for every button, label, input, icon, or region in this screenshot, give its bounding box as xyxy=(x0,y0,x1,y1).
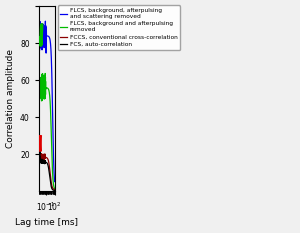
X-axis label: Lag time [ms]: Lag time [ms] xyxy=(15,219,78,227)
FCS, auto-correlation xyxy=(37,123,41,126)
FCS, auto-correlation xyxy=(40,161,43,164)
FLCS, background and afterpulsing
removed xyxy=(42,93,46,95)
Legend: FLCS, background, afterpulsing
and scattering removed, FLCS, background and afte: FLCS, background, afterpulsing and scatt… xyxy=(58,5,180,50)
FLCS, background, afterpulsing
and scattering removed xyxy=(42,38,46,41)
FLCS, background and afterpulsing
removed xyxy=(53,187,56,190)
Line: FCCS, conventional cross-correlation: FCCS, conventional cross-correlation xyxy=(39,154,55,189)
FLCS, background and afterpulsing
removed xyxy=(44,72,47,75)
FLCS, background, afterpulsing
and scattering removed xyxy=(40,31,43,34)
FCCS, conventional cross-correlation xyxy=(39,152,43,155)
FLCS, background and afterpulsing
removed xyxy=(45,87,49,89)
FLCS, background, afterpulsing
and scattering removed xyxy=(45,34,49,37)
FLCS, background and afterpulsing
removed xyxy=(39,86,43,89)
FLCS, background, afterpulsing
and scattering removed xyxy=(44,20,47,23)
FCS, auto-correlation xyxy=(44,161,47,164)
Line: FLCS, background and afterpulsing
removed: FLCS, background and afterpulsing remove… xyxy=(39,73,55,188)
FCS, auto-correlation xyxy=(46,162,49,165)
Y-axis label: Correlation amplitude: Correlation amplitude xyxy=(6,49,15,148)
FCS, auto-correlation xyxy=(53,189,56,192)
FLCS, background, afterpulsing
and scattering removed xyxy=(44,39,47,41)
FLCS, background and afterpulsing
removed xyxy=(46,87,49,89)
FCS, auto-correlation xyxy=(45,162,49,164)
FLCS, background, afterpulsing
and scattering removed xyxy=(39,30,43,33)
FCCS, conventional cross-correlation xyxy=(46,157,49,160)
FLCS, background and afterpulsing
removed xyxy=(44,86,47,89)
FCCS, conventional cross-correlation xyxy=(45,157,49,159)
FCCS, conventional cross-correlation xyxy=(39,155,43,158)
FCCS, conventional cross-correlation xyxy=(44,156,47,159)
FLCS, background, afterpulsing
and scattering removed xyxy=(46,34,49,37)
Line: FLCS, background, afterpulsing
and scattering removed: FLCS, background, afterpulsing and scatt… xyxy=(39,21,55,182)
FLCS, background and afterpulsing
removed xyxy=(37,80,41,83)
FCS, auto-correlation xyxy=(39,160,43,163)
FCCS, conventional cross-correlation xyxy=(40,154,44,157)
FLCS, background, afterpulsing
and scattering removed xyxy=(53,180,56,183)
Line: FCS, auto-correlation: FCS, auto-correlation xyxy=(39,124,55,190)
FCCS, conventional cross-correlation xyxy=(42,156,46,159)
FCCS, conventional cross-correlation xyxy=(53,188,56,191)
FLCS, background and afterpulsing
removed xyxy=(40,75,43,78)
FCCS, conventional cross-correlation xyxy=(37,155,41,158)
FCS, auto-correlation xyxy=(42,160,46,163)
FLCS, background, afterpulsing
and scattering removed xyxy=(37,32,41,35)
